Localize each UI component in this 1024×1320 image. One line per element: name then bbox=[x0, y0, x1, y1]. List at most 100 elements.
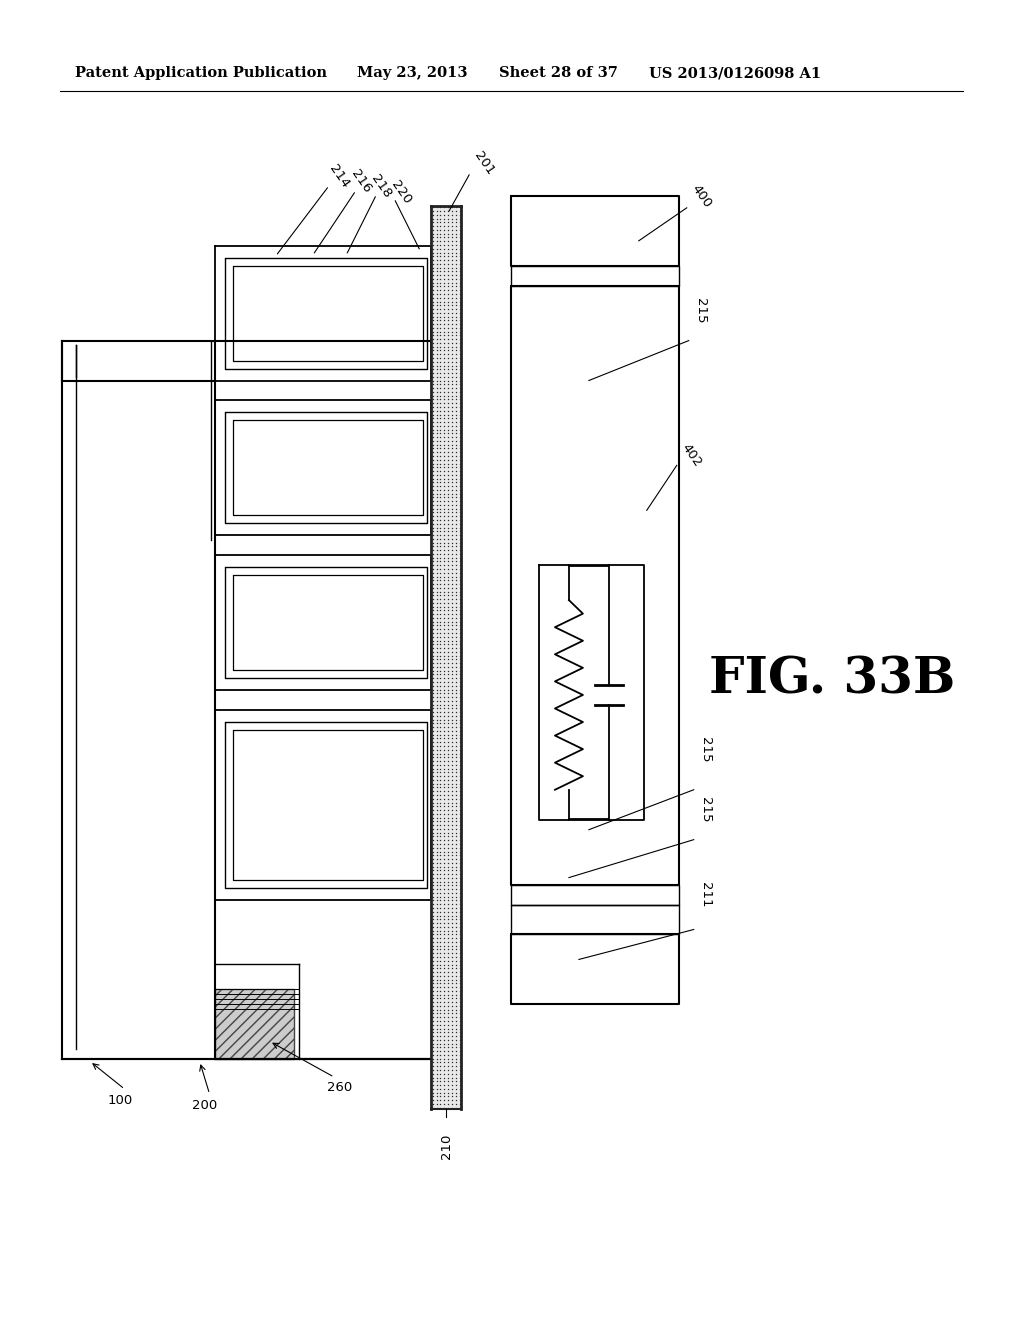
Point bbox=[431, 348, 447, 370]
Point bbox=[427, 792, 443, 813]
Point bbox=[425, 974, 441, 995]
Point bbox=[445, 817, 462, 838]
Point bbox=[451, 305, 467, 326]
Point bbox=[427, 288, 443, 309]
Point bbox=[438, 516, 455, 537]
Point bbox=[439, 917, 456, 939]
Point bbox=[438, 847, 455, 869]
Point bbox=[428, 315, 444, 337]
Point bbox=[451, 920, 467, 941]
Point bbox=[440, 931, 457, 952]
Point bbox=[436, 660, 453, 681]
Point bbox=[435, 937, 452, 958]
Point bbox=[431, 358, 447, 379]
Point bbox=[427, 644, 443, 665]
Point bbox=[426, 717, 442, 738]
Point bbox=[431, 998, 447, 1019]
Point bbox=[439, 440, 456, 461]
Point bbox=[443, 499, 460, 520]
Point bbox=[426, 694, 442, 715]
Point bbox=[435, 685, 452, 706]
Point bbox=[429, 1045, 445, 1067]
Point bbox=[438, 305, 455, 326]
Point bbox=[449, 273, 465, 294]
Point bbox=[430, 804, 446, 825]
Point bbox=[445, 574, 462, 595]
Point bbox=[426, 198, 442, 219]
Point bbox=[450, 961, 466, 982]
Point bbox=[438, 676, 455, 697]
Point bbox=[428, 280, 444, 301]
Point bbox=[440, 479, 457, 500]
Point bbox=[439, 908, 456, 929]
Point bbox=[436, 871, 453, 892]
Point bbox=[445, 640, 462, 661]
Point bbox=[443, 920, 460, 941]
Point bbox=[437, 937, 454, 958]
Point bbox=[443, 590, 460, 611]
Point bbox=[444, 733, 461, 754]
Point bbox=[443, 214, 460, 235]
Point bbox=[441, 803, 458, 824]
Point bbox=[433, 396, 450, 417]
Point bbox=[431, 284, 447, 305]
Point bbox=[428, 859, 444, 880]
Text: 260: 260 bbox=[327, 1081, 352, 1094]
Point bbox=[443, 933, 460, 954]
Point bbox=[449, 1069, 465, 1090]
Point bbox=[450, 387, 466, 408]
Point bbox=[426, 450, 442, 471]
Point bbox=[446, 455, 463, 477]
Point bbox=[442, 553, 459, 574]
Point bbox=[425, 862, 441, 883]
Point bbox=[451, 722, 467, 743]
Point bbox=[429, 857, 445, 878]
Point bbox=[443, 920, 460, 941]
Point bbox=[425, 1068, 441, 1089]
Point bbox=[435, 346, 452, 367]
Point bbox=[424, 520, 440, 541]
Point bbox=[433, 422, 450, 444]
Point bbox=[447, 341, 464, 362]
Point bbox=[439, 259, 456, 280]
Point bbox=[441, 789, 458, 810]
Point bbox=[428, 645, 444, 667]
Point bbox=[445, 400, 462, 421]
Point bbox=[430, 969, 446, 990]
Point bbox=[444, 350, 461, 371]
Point bbox=[434, 766, 451, 787]
Point bbox=[435, 401, 452, 422]
Point bbox=[445, 473, 462, 494]
Point bbox=[445, 197, 462, 218]
Point bbox=[437, 734, 454, 755]
Point bbox=[439, 681, 456, 702]
Point bbox=[447, 781, 464, 803]
Point bbox=[440, 544, 457, 565]
Point bbox=[438, 1001, 455, 1022]
Point bbox=[433, 445, 450, 466]
Point bbox=[441, 615, 458, 636]
Point bbox=[438, 532, 455, 553]
Point bbox=[428, 907, 444, 928]
Point bbox=[438, 379, 455, 400]
Point bbox=[430, 865, 446, 886]
Point bbox=[444, 540, 461, 561]
Point bbox=[438, 731, 455, 752]
Point bbox=[452, 936, 468, 957]
Point bbox=[438, 587, 455, 609]
Point bbox=[451, 713, 467, 734]
Point bbox=[447, 903, 464, 924]
Point bbox=[429, 359, 445, 380]
Point bbox=[444, 586, 461, 607]
Point bbox=[430, 577, 446, 598]
Point bbox=[441, 1031, 458, 1052]
Point bbox=[427, 816, 443, 837]
Point bbox=[426, 335, 442, 356]
Point bbox=[436, 214, 453, 235]
Point bbox=[452, 441, 468, 462]
Point bbox=[445, 760, 462, 781]
Point bbox=[441, 610, 458, 631]
Point bbox=[445, 857, 462, 878]
Point bbox=[450, 829, 466, 850]
Point bbox=[437, 610, 454, 631]
